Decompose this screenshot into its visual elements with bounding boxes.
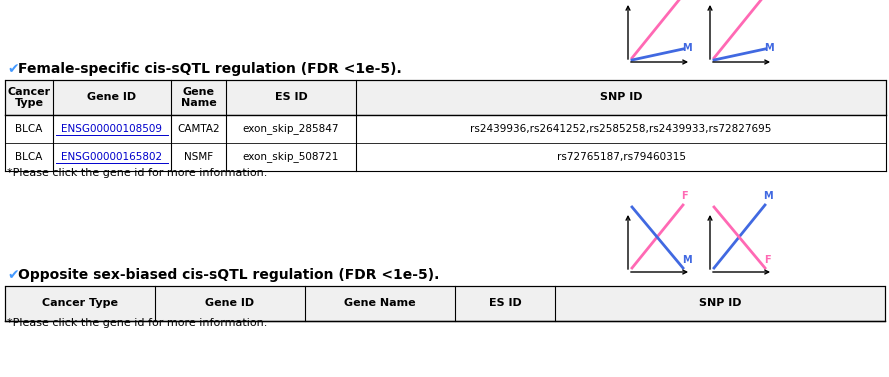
- Text: exon_skip_285847: exon_skip_285847: [243, 124, 340, 135]
- Text: BLCA: BLCA: [15, 152, 43, 162]
- Text: Gene ID: Gene ID: [205, 299, 254, 308]
- Bar: [5, 286, 885, 321]
- Text: Female-specific cis-sQTL regulation (FDR <1e-5).: Female-specific cis-sQTL regulation (FDR…: [18, 62, 402, 76]
- Bar: [5, 143, 886, 171]
- Text: *Please click the gene id for more information.: *Please click the gene id for more infor…: [7, 168, 268, 178]
- Text: *Please click the gene id for more information.: *Please click the gene id for more infor…: [7, 318, 268, 328]
- Text: M: M: [764, 43, 773, 53]
- Text: rs2439936,rs2641252,rs2585258,rs2439933,rs72827695: rs2439936,rs2641252,rs2585258,rs2439933,…: [470, 124, 772, 134]
- Text: F: F: [764, 255, 771, 265]
- Bar: [5, 115, 886, 143]
- Text: Gene ID: Gene ID: [87, 92, 137, 103]
- Text: Cancer
Type: Cancer Type: [7, 87, 51, 108]
- Text: Gene Name: Gene Name: [344, 299, 416, 308]
- Text: ES ID: ES ID: [489, 299, 521, 308]
- Text: Cancer Type: Cancer Type: [42, 299, 118, 308]
- Text: M: M: [763, 191, 773, 201]
- Text: NSMF: NSMF: [184, 152, 213, 162]
- Text: CAMTA2: CAMTA2: [177, 124, 220, 134]
- Text: ES ID: ES ID: [275, 92, 308, 103]
- Text: SNP ID: SNP ID: [600, 92, 642, 103]
- Text: M: M: [682, 255, 692, 265]
- Text: F: F: [681, 191, 687, 201]
- Text: BLCA: BLCA: [15, 124, 43, 134]
- Text: ✔: ✔: [7, 62, 19, 76]
- Text: rs72765187,rs79460315: rs72765187,rs79460315: [557, 152, 685, 162]
- Text: ✔: ✔: [7, 268, 19, 282]
- Bar: [5, 80, 886, 115]
- Text: Gene
Name: Gene Name: [180, 87, 216, 108]
- Text: ENSG00000108509: ENSG00000108509: [61, 124, 163, 134]
- Text: Opposite sex-biased cis-sQTL regulation (FDR <1e-5).: Opposite sex-biased cis-sQTL regulation …: [18, 268, 439, 282]
- Text: SNP ID: SNP ID: [699, 299, 741, 308]
- Text: ENSG00000165802: ENSG00000165802: [61, 152, 163, 162]
- Text: exon_skip_508721: exon_skip_508721: [243, 152, 340, 162]
- Text: M: M: [682, 43, 692, 53]
